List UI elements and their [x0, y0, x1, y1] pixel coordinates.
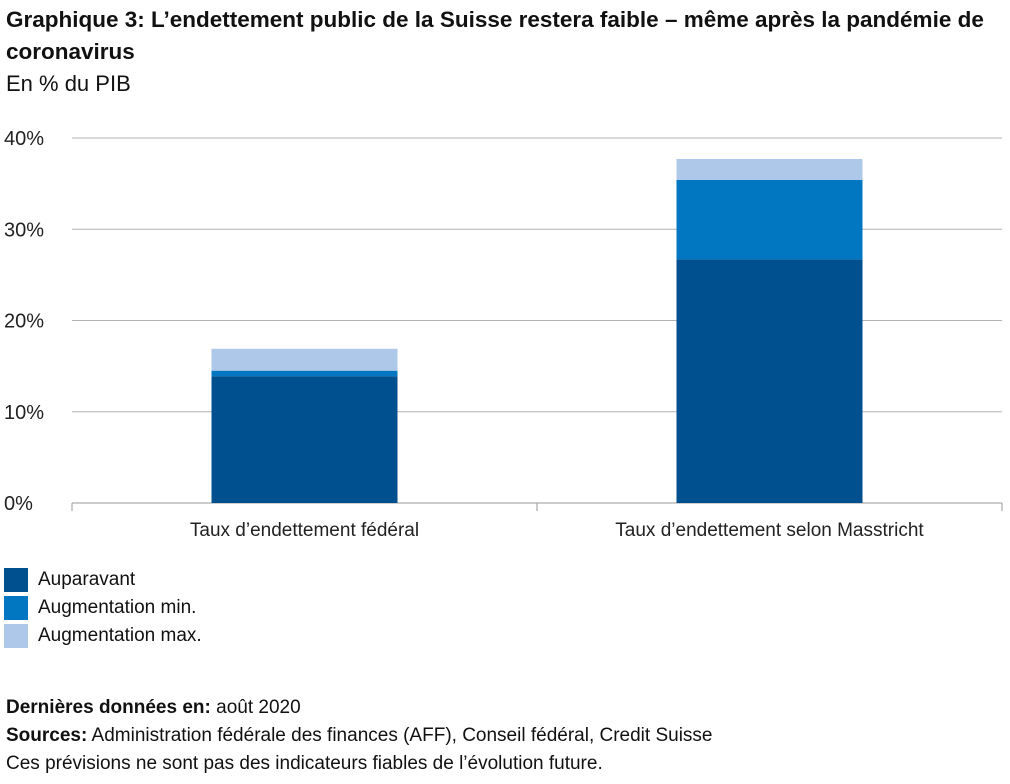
chart-title: Graphique 3: L’endettement public de la … — [6, 7, 984, 64]
y-tick-label: 30% — [4, 219, 44, 241]
footer-disclaimer: Ces prévisions ne sont pas des indicateu… — [6, 753, 603, 774]
footer-sources-value: Administration fédérale des finances (AF… — [91, 725, 713, 746]
footer: Dernières données en: août 2020 Sources:… — [6, 694, 713, 778]
legend-label: Augmentation max. — [38, 625, 202, 646]
footer-sources-label: Sources: — [6, 725, 88, 746]
legend-swatch-aug-max — [4, 624, 28, 648]
bar-segment — [676, 259, 863, 503]
footer-date-label: Dernières données en: — [6, 697, 211, 718]
y-tick-label: 20% — [4, 311, 44, 333]
legend-label: Augmentation min. — [38, 597, 197, 618]
bar-segment — [211, 370, 398, 377]
footer-date-line: Dernières données en: août 2020 — [6, 694, 713, 722]
y-tick-label: 10% — [4, 402, 44, 424]
legend-item-aug-max: Augmentation max. — [4, 622, 202, 650]
stacked-bar-chart: 0% 10% 20% 30% 40% Taux d’endettement fédéral… — [4, 128, 1003, 541]
legend-item-auparavant: Auparavant — [4, 566, 202, 594]
bar-segment — [211, 376, 398, 503]
bar-segment — [676, 158, 863, 180]
y-tick-label: 0% — [4, 493, 33, 515]
x-tick-label: Taux d’endettement selon Masstricht — [615, 520, 924, 541]
legend-swatch-auparavant — [4, 568, 28, 592]
chart-subtitle: En % du PIB — [6, 71, 131, 96]
x-tick-label: Taux d’endettement fédéral — [190, 520, 419, 541]
bar-segment — [676, 179, 863, 260]
legend: Auparavant Augmentation min. Augmentatio… — [4, 566, 202, 650]
legend-swatch-aug-min — [4, 596, 28, 620]
y-tick-label: 40% — [4, 128, 44, 150]
legend-item-aug-min: Augmentation min. — [4, 594, 202, 622]
bar-segment — [211, 348, 398, 371]
footer-date-value: août 2020 — [216, 697, 301, 718]
footer-sources-line: Sources: Administration fédérale des fin… — [6, 722, 713, 750]
legend-label: Auparavant — [38, 569, 136, 590]
